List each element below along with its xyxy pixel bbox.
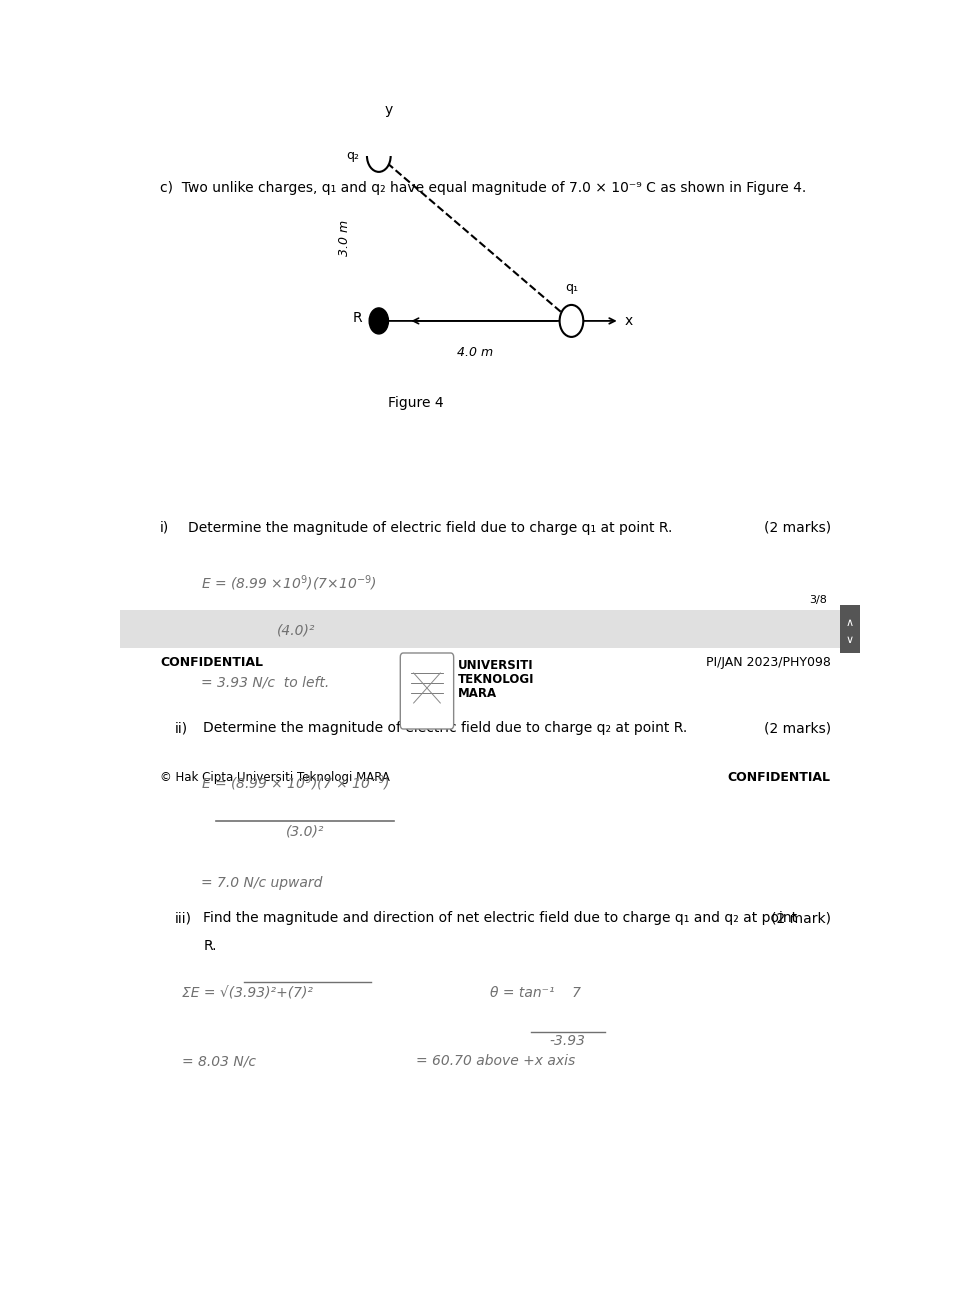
Circle shape bbox=[559, 305, 583, 336]
Text: θ = tan⁻¹    7: θ = tan⁻¹ 7 bbox=[489, 986, 581, 1000]
Text: Figure 4: Figure 4 bbox=[388, 396, 444, 410]
Text: (2 marks): (2 marks) bbox=[764, 521, 831, 535]
Text: Determine the magnitude of electric field due to charge q₂ at point R.: Determine the magnitude of electric fiel… bbox=[204, 721, 687, 735]
Text: ∧: ∧ bbox=[846, 618, 854, 629]
Text: -3.93: -3.93 bbox=[550, 1034, 586, 1048]
Text: E = (8.99 $\times$ 10$^{9}$)(7 $\times$ 10$^{-9}$): E = (8.99 $\times$ 10$^{9}$)(7 $\times$ … bbox=[201, 773, 390, 792]
Text: R.: R. bbox=[204, 939, 217, 953]
Text: (2 marks): (2 marks) bbox=[764, 721, 831, 735]
Text: 3/8: 3/8 bbox=[809, 595, 827, 605]
Text: CONFIDENTIAL: CONFIDENTIAL bbox=[728, 772, 831, 785]
Text: i): i) bbox=[161, 521, 169, 535]
Text: TEKNOLOGI: TEKNOLOGI bbox=[458, 673, 534, 686]
Text: x: x bbox=[624, 314, 633, 327]
FancyBboxPatch shape bbox=[401, 653, 454, 729]
Text: PI/JAN 2023/PHY098: PI/JAN 2023/PHY098 bbox=[706, 656, 831, 669]
Text: Find the magnitude and direction of net electric field due to charge q₁ and q₂ a: Find the magnitude and direction of net … bbox=[204, 911, 797, 925]
Text: c)  Two unlike charges, q₁ and q₂ have equal magnitude of 7.0 × 10⁻⁹ C as shown : c) Two unlike charges, q₁ and q₂ have eq… bbox=[161, 181, 807, 195]
Text: iii): iii) bbox=[175, 911, 192, 925]
Text: © Hak Cipta Universiti Teknologi MARA: © Hak Cipta Universiti Teknologi MARA bbox=[161, 772, 390, 785]
Text: (4.0)²: (4.0)² bbox=[277, 624, 315, 638]
Text: MARA: MARA bbox=[458, 687, 497, 700]
Text: = 7.0 N/c upward: = 7.0 N/c upward bbox=[201, 876, 322, 890]
Text: = 60.70 above +x axis: = 60.70 above +x axis bbox=[416, 1053, 576, 1068]
Circle shape bbox=[369, 308, 388, 334]
Text: UNIVERSITI: UNIVERSITI bbox=[458, 659, 533, 672]
Text: R: R bbox=[353, 310, 362, 325]
Text: CONFIDENTIAL: CONFIDENTIAL bbox=[161, 656, 263, 669]
Text: ΣE = √(3.93)²+(7)²: ΣE = √(3.93)²+(7)² bbox=[183, 986, 314, 1000]
Text: y: y bbox=[384, 104, 393, 117]
Bar bbox=[839, 605, 860, 653]
Text: (3.0)²: (3.0)² bbox=[286, 824, 324, 838]
Text: = 3.93 N/c  to left.: = 3.93 N/c to left. bbox=[201, 675, 329, 690]
Circle shape bbox=[367, 140, 391, 171]
Text: = 8.03 N/c: = 8.03 N/c bbox=[183, 1053, 256, 1068]
Text: q₁: q₁ bbox=[565, 281, 578, 294]
Text: (2 mark): (2 mark) bbox=[771, 911, 831, 925]
Text: q₂: q₂ bbox=[346, 149, 358, 162]
Text: 3.0 m: 3.0 m bbox=[337, 221, 351, 256]
Text: ∨: ∨ bbox=[846, 635, 854, 646]
Bar bbox=[120, 611, 860, 648]
Text: 4.0 m: 4.0 m bbox=[457, 346, 493, 359]
Text: Determine the magnitude of electric field due to charge q₁ at point R.: Determine the magnitude of electric fiel… bbox=[188, 521, 673, 535]
Text: E = (8.99 $\times$10$^{9}$)(7$\times$10$^{-9}$): E = (8.99 $\times$10$^{9}$)(7$\times$10$… bbox=[201, 573, 377, 592]
Text: ii): ii) bbox=[175, 721, 188, 735]
